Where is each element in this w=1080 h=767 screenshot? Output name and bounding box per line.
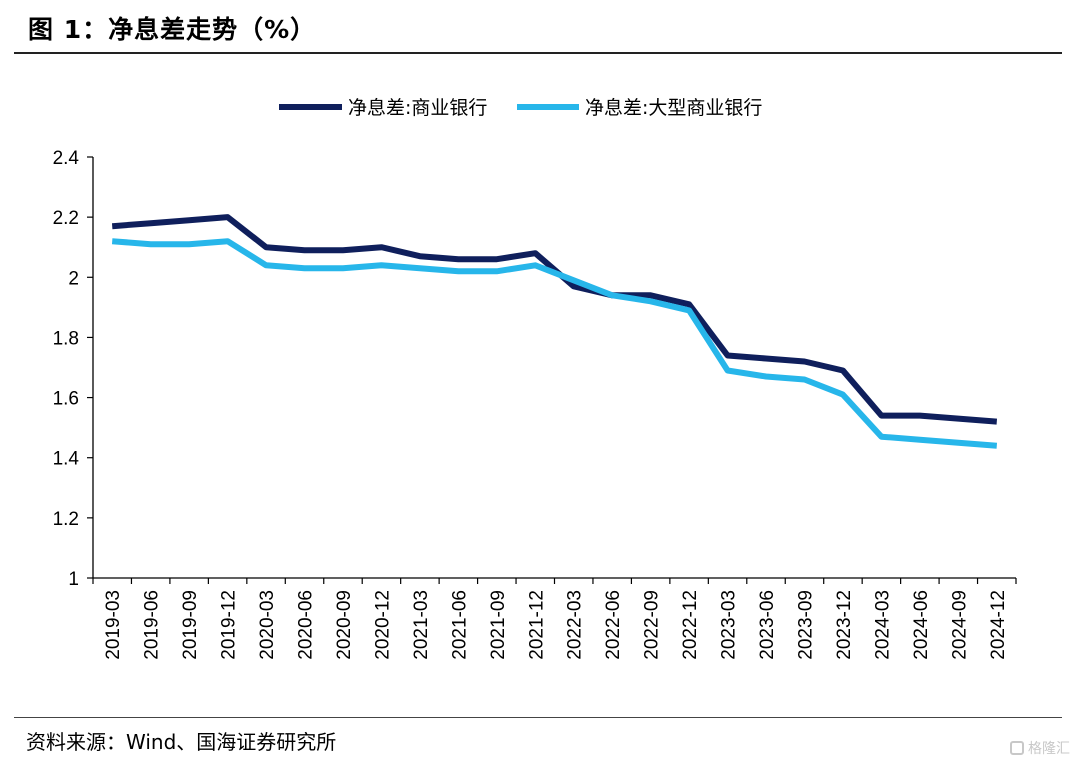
x-tick-label: 2019-06	[142, 590, 163, 660]
line-chart: 净息差:商业银行 净息差:大型商业银行 11.21.41.61.822.22.4 …	[53, 97, 1017, 660]
legend-label-2: 净息差:大型商业银行	[585, 97, 762, 119]
x-tick-label: 2023-09	[795, 590, 816, 660]
x-tick-label: 2023-12	[834, 590, 855, 660]
x-tick-label: 2023-03	[719, 590, 740, 660]
x-tick-label: 2020-06	[296, 590, 317, 660]
plot-lines	[111, 214, 998, 449]
x-tick-label: 2020-03	[257, 590, 278, 660]
watermark-text: 格隆汇	[1028, 741, 1070, 757]
series-line-2	[111, 238, 998, 449]
chart-legend: 净息差:商业银行 净息差:大型商业银行	[279, 97, 762, 119]
x-tick-label: 2021-12	[526, 590, 547, 660]
y-axis: 1 1.2 1.4 1.6 1.8 2 2.2 2.4	[53, 148, 94, 590]
x-tick-label: 2019-03	[103, 590, 124, 660]
y-tick-label: 1.2	[53, 509, 79, 530]
x-tick-label: 2020-09	[334, 590, 355, 660]
y-tick-label: 2.4	[53, 148, 80, 169]
x-tick-label: 2021-09	[488, 590, 509, 660]
x-tick-label: 2024-12	[988, 590, 1009, 660]
x-tick-label: 2022-12	[680, 590, 701, 660]
x-tick-label: 2024-09	[949, 590, 970, 660]
x-tick-label: 2022-06	[603, 590, 624, 660]
source-note: 资料来源：Wind、国海证券研究所	[26, 730, 337, 754]
y-tick-label: 1	[68, 569, 79, 590]
figure-title: 图 1：净息差走势（%）	[28, 15, 317, 44]
x-tick-label: 2024-06	[911, 590, 932, 660]
x-axis: 2019-03 2019-06 2019-09 2019-12 2020-03 2020-…	[92, 577, 1017, 660]
y-tick-label: 2.2	[53, 208, 79, 229]
x-tick-label: 2019-09	[180, 590, 201, 660]
y-tick-label: 1.6	[53, 389, 79, 410]
y-tick-label: 1.4	[53, 449, 80, 470]
series-line-1	[111, 214, 998, 425]
watermark: 格隆汇	[1010, 738, 1070, 758]
legend-label-1: 净息差:商业银行	[348, 97, 487, 119]
x-tick-label: 2024-03	[872, 590, 893, 660]
x-tick-label: 2021-03	[411, 590, 432, 660]
x-tick-label: 2022-03	[565, 590, 586, 660]
y-tick-label: 2	[68, 268, 79, 289]
x-tick-label: 2021-06	[449, 590, 470, 660]
x-tick-label: 2020-12	[372, 590, 393, 660]
watermark-logo-icon	[1010, 741, 1024, 755]
x-tick-label: 2023-06	[757, 590, 778, 660]
y-tick-label: 1.8	[53, 328, 79, 349]
x-tick-label: 2019-12	[219, 590, 240, 660]
x-tick-label: 2022-09	[642, 590, 663, 660]
title-divider	[14, 52, 1062, 54]
source-divider	[14, 717, 1062, 718]
